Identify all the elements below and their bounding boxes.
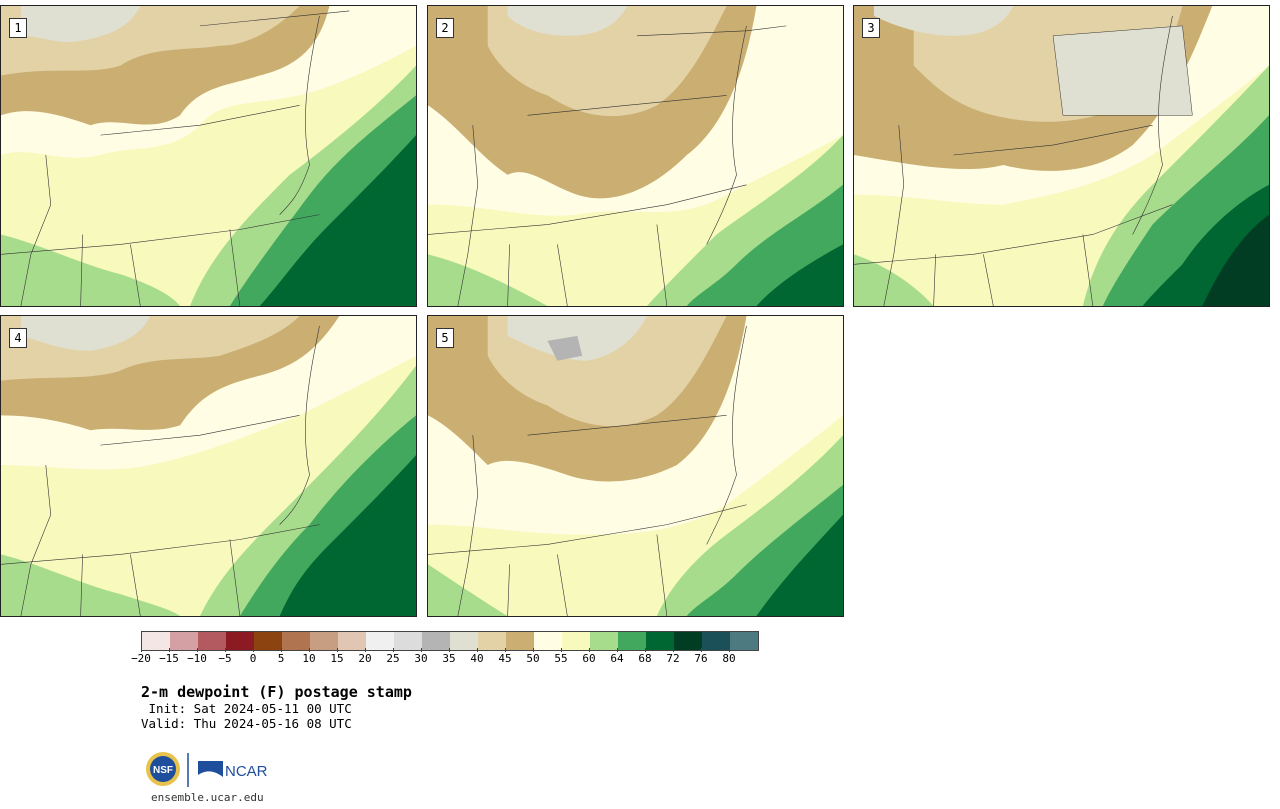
color-swatch bbox=[646, 632, 674, 650]
color-swatch bbox=[226, 632, 254, 650]
color-swatch bbox=[618, 632, 646, 650]
map-panel-2: 2 bbox=[427, 5, 844, 307]
color-swatch bbox=[366, 632, 394, 650]
map-panel-5: 5 bbox=[427, 315, 844, 617]
tick-mark bbox=[309, 648, 310, 652]
map-panel-1: 1 bbox=[0, 5, 417, 307]
tick-label: 45 bbox=[498, 652, 512, 665]
dewpoint-map bbox=[854, 6, 1269, 306]
tick-label: 64 bbox=[610, 652, 624, 665]
color-swatch bbox=[310, 632, 338, 650]
color-swatch bbox=[702, 632, 730, 650]
tick-mark bbox=[701, 648, 702, 652]
dewpoint-map bbox=[1, 316, 416, 616]
tick-label: 25 bbox=[386, 652, 400, 665]
site-url[interactable]: ensemble.ucar.edu bbox=[151, 791, 264, 804]
tick-label: 72 bbox=[666, 652, 680, 665]
tick-label: 35 bbox=[442, 652, 456, 665]
color-swatch bbox=[282, 632, 310, 650]
color-swatch bbox=[198, 632, 226, 650]
panel-number: 3 bbox=[862, 18, 880, 38]
tick-mark bbox=[197, 648, 198, 652]
tick-label: −20 bbox=[131, 652, 151, 665]
color-swatch bbox=[142, 632, 170, 650]
dewpoint-map bbox=[1, 6, 416, 306]
tick-label: 30 bbox=[414, 652, 428, 665]
init-time: Init: Sat 2024-05-11 00 UTC bbox=[141, 701, 352, 716]
color-swatch bbox=[590, 632, 618, 650]
panel-number: 2 bbox=[436, 18, 454, 38]
color-legend-ticks: −20 −15 −10 −5 0 5 10 15 20 25 30 35 40 45 50 55 60 64 68 7… bbox=[131, 648, 761, 668]
tick-label: 50 bbox=[526, 652, 540, 665]
tick-mark bbox=[589, 648, 590, 652]
tick-mark bbox=[477, 648, 478, 652]
tick-mark bbox=[505, 648, 506, 652]
tick-mark bbox=[225, 648, 226, 652]
color-swatch bbox=[562, 632, 590, 650]
color-swatch bbox=[170, 632, 198, 650]
tick-mark bbox=[421, 648, 422, 652]
tick-label: 60 bbox=[582, 652, 596, 665]
panel-number: 5 bbox=[436, 328, 454, 348]
color-swatch bbox=[338, 632, 366, 650]
tick-label: 80 bbox=[722, 652, 736, 665]
color-legend-bar bbox=[141, 631, 759, 651]
tick-mark bbox=[645, 648, 646, 652]
tick-mark bbox=[393, 648, 394, 652]
dewpoint-map bbox=[428, 316, 843, 616]
tick-mark bbox=[449, 648, 450, 652]
tick-mark bbox=[673, 648, 674, 652]
tick-mark bbox=[617, 648, 618, 652]
map-panel-4: 4 bbox=[0, 315, 417, 617]
tick-label: −10 bbox=[187, 652, 207, 665]
tick-mark bbox=[253, 648, 254, 652]
color-swatch bbox=[394, 632, 422, 650]
tick-label: 76 bbox=[694, 652, 708, 665]
ncar-logo-text: NCAR bbox=[225, 763, 268, 780]
valid-time: Valid: Thu 2024-05-16 08 UTC bbox=[141, 716, 352, 731]
tick-label: 0 bbox=[249, 652, 257, 665]
map-panel-3: 3 bbox=[853, 5, 1270, 307]
tick-label: −5 bbox=[218, 652, 232, 665]
panel-number: 4 bbox=[9, 328, 27, 348]
color-swatch bbox=[422, 632, 450, 650]
color-swatch bbox=[450, 632, 478, 650]
logos: NSF NCAR bbox=[145, 751, 275, 789]
tick-mark bbox=[533, 648, 534, 652]
tick-mark bbox=[729, 648, 730, 652]
chart-title: 2-m dewpoint (F) postage stamp bbox=[141, 683, 412, 701]
tick-mark bbox=[281, 648, 282, 652]
tick-mark bbox=[141, 648, 142, 652]
tick-mark bbox=[365, 648, 366, 652]
tick-label: 5 bbox=[277, 652, 285, 665]
tick-label: 40 bbox=[470, 652, 484, 665]
tick-mark bbox=[337, 648, 338, 652]
tick-mark bbox=[561, 648, 562, 652]
nsf-ncar-logo: NSF NCAR bbox=[146, 752, 268, 787]
tick-label: 20 bbox=[358, 652, 372, 665]
color-swatch bbox=[254, 632, 282, 650]
color-swatch bbox=[534, 632, 562, 650]
color-swatch bbox=[674, 632, 702, 650]
panel-number: 1 bbox=[9, 18, 27, 38]
color-swatch bbox=[730, 632, 758, 650]
nsf-logo-text: NSF bbox=[153, 765, 173, 776]
tick-mark bbox=[169, 648, 170, 652]
tick-label: 15 bbox=[330, 652, 344, 665]
color-swatch bbox=[478, 632, 506, 650]
tick-label: −15 bbox=[159, 652, 179, 665]
tick-label: 10 bbox=[302, 652, 316, 665]
color-swatch bbox=[506, 632, 534, 650]
tick-label: 55 bbox=[554, 652, 568, 665]
tick-label: 68 bbox=[638, 652, 652, 665]
dewpoint-map bbox=[428, 6, 843, 306]
